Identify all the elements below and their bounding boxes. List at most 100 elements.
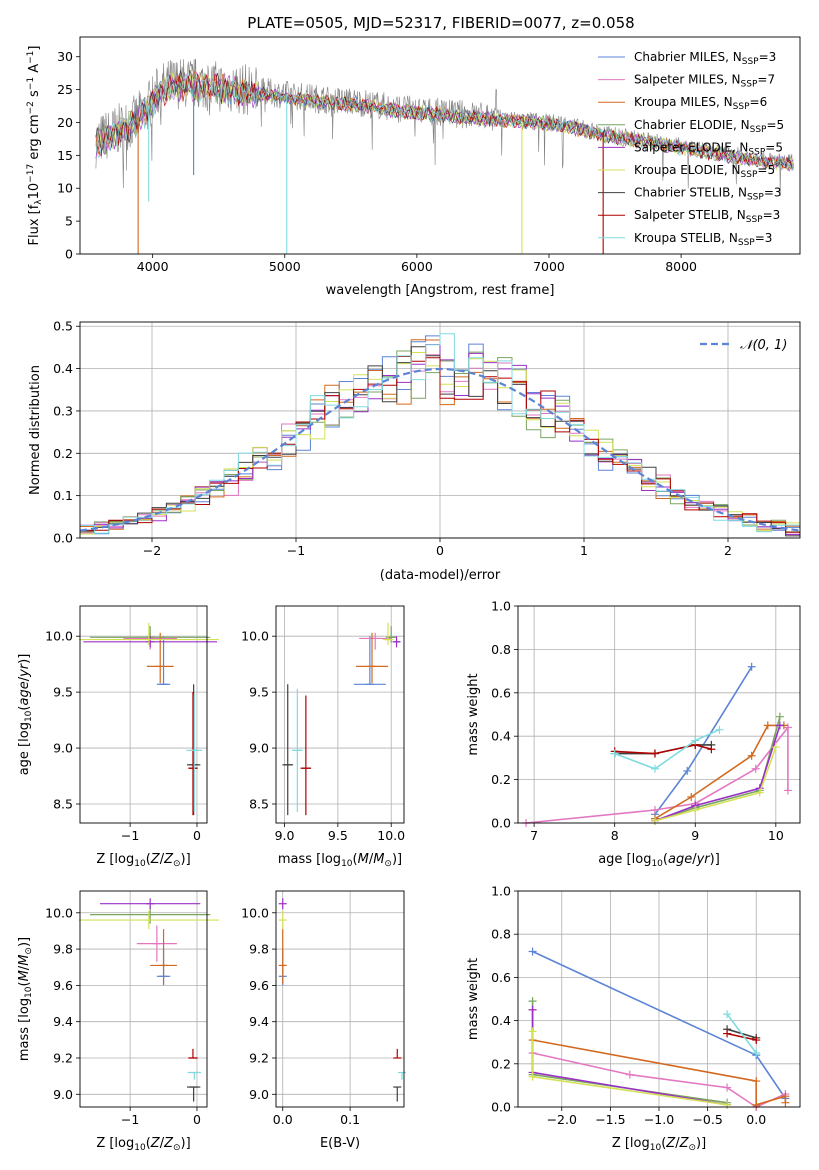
weight-marker — [781, 1098, 790, 1107]
x-tick-label: −1 — [121, 828, 139, 843]
age-vs-mass-panel: 9.0 9.5 10.0 8.5 9.0 9.5 10.0 mass [log10(M/M⊙)… — [241, 605, 405, 869]
figure-title: PLATE=0505, MJD=52317, FIBERID=0077, z=0… — [247, 14, 634, 32]
weight-marker — [715, 725, 724, 734]
weight-marker — [723, 1010, 732, 1019]
y-tick-label: 9.8 — [53, 942, 73, 957]
weight-series-line — [654, 716, 781, 822]
weight-marker — [528, 997, 537, 1006]
weight-marker — [752, 1100, 761, 1109]
y-tick-label: 9.4 — [53, 1014, 73, 1029]
weight-marker — [771, 743, 780, 752]
x-tick-label: 8 — [611, 828, 619, 843]
weight-marker — [775, 712, 784, 721]
y-tick-label: 0.4 — [53, 361, 73, 376]
weight-marker — [707, 745, 716, 754]
axes-frame — [79, 605, 208, 824]
x-tick-label: 1 — [580, 543, 588, 558]
residuals-panel: −2 −1 0 1 2 0.0 0.1 0.2 0.3 0.4 0.5 (data-model)/er… — [28, 319, 801, 583]
x-tick-label: 8000 — [665, 259, 697, 274]
x-axis-label: Z [log10(Z/Z⊙)] — [612, 1136, 706, 1153]
y-tick-label: 0.0 — [491, 816, 511, 831]
y-tick-label: 9.0 — [249, 741, 269, 756]
y-tick-label: 0.2 — [491, 772, 511, 787]
y-tick-label: 8.5 — [249, 796, 269, 811]
x-tick-label: 0 — [436, 543, 444, 558]
weight-marker — [650, 816, 659, 825]
age-vs-Z-panel: −1 0 8.5 9.0 9.5 10.0 Z [log10(Z/Z⊙)] age [log1… — [17, 605, 220, 869]
model-spectrum-line — [95, 71, 794, 170]
x-tick-label: 9.5 — [328, 828, 348, 843]
y-tick-label: 20 — [57, 115, 73, 130]
y-axis-label: mass weight — [466, 958, 481, 1040]
x-tick-label: 10.0 — [377, 828, 405, 843]
residual-histogram — [80, 356, 800, 533]
normal-curve — [79, 367, 801, 532]
model-spectrum-line — [95, 73, 794, 170]
mass-weight-vs-Z-panel: −2.0 −1.5 −1.0 −0.5 0.0 0.0 0.2 0.4 0.6 0.8 1.0 Z [… — [466, 884, 801, 1153]
weight-marker — [752, 1049, 761, 1057]
y-tick-label: 9.4 — [249, 1014, 269, 1029]
legend-label: Chabrier MILES, NSSP=3 — [634, 50, 776, 67]
weight-marker — [747, 662, 756, 671]
weight-marker — [625, 1070, 634, 1079]
x-tick-label: 9 — [691, 828, 699, 843]
weight-marker — [650, 764, 659, 773]
mass-vs-Z-panel: −1 0 9.0 9.2 9.4 9.6 9.8 10.0 Z [log10(Z/Z⊙)] mas… — [17, 890, 220, 1153]
x-tick-label: 7000 — [533, 259, 565, 274]
mass-weight-vs-age-panel: 7 8 9 10 0.0 0.2 0.4 0.6 0.8 1.0 age [log10(age/yr… — [466, 599, 801, 869]
y-tick-label: 0.8 — [491, 927, 511, 942]
spectrum-panel: 4000 5000 6000 7000 8000 0 5 10 15 20 25 30 waveleng… — [26, 36, 801, 298]
y-tick-label: 0.3 — [53, 403, 73, 418]
y-tick-label: 0 — [65, 247, 73, 262]
weight-marker — [752, 1036, 761, 1045]
residual-histogram — [80, 333, 800, 534]
y-tick-label: 0.8 — [491, 642, 511, 657]
legend-label: Chabrier ELODIE, NSSP=5 — [634, 118, 784, 135]
axes-frame — [275, 890, 405, 1108]
y-tick-label: 0.0 — [491, 1100, 511, 1115]
x-tick-label: 0.0 — [746, 1112, 766, 1127]
weight-marker — [528, 1027, 537, 1036]
y-tick-label: 15 — [57, 148, 73, 163]
axes-frame — [79, 890, 208, 1108]
weight-marker — [752, 1077, 761, 1086]
x-tick-label: −1.0 — [644, 1112, 674, 1127]
y-axis-label: mass [log10(M/M⊙)] — [17, 937, 34, 1061]
legend-label: Kroupa STELIB, NSSP=3 — [634, 231, 772, 248]
legend-label: 𝒩(0, 1) — [740, 338, 787, 353]
y-tick-label: 8.5 — [53, 796, 73, 811]
y-axis-label: Flux [fλ10−17 erg cm−2 s−1 A−1] — [26, 46, 44, 246]
weight-marker — [610, 749, 619, 758]
y-tick-label: 1.0 — [491, 599, 511, 614]
weight-marker — [683, 766, 692, 775]
weight-marker — [723, 1029, 732, 1038]
y-axis-label: age [log10(age/yr)] — [17, 654, 34, 776]
weight-marker — [528, 947, 537, 956]
x-axis-label: E(B-V) — [320, 1136, 360, 1151]
x-tick-label: −1.5 — [595, 1112, 625, 1127]
x-tick-label: 0.0 — [273, 1112, 293, 1127]
y-tick-label: 9.2 — [53, 1050, 73, 1065]
weight-series-line — [654, 746, 777, 822]
y-tick-label: 9.5 — [53, 685, 73, 700]
weight-marker — [528, 1072, 537, 1081]
y-tick-label: 0.2 — [491, 1056, 511, 1071]
x-tick-label: 6000 — [401, 259, 433, 274]
y-tick-label: 0.0 — [53, 531, 73, 546]
y-tick-label: 10.0 — [45, 629, 73, 644]
weight-marker — [747, 751, 756, 760]
x-tick-label: 0 — [193, 1112, 201, 1127]
y-tick-label: 0.1 — [53, 488, 73, 503]
mass-vs-EBV-panel: 0.0 0.1 9.0 9.2 9.4 9.6 9.8 10.0 E(B-V) — [241, 890, 406, 1151]
y-axis-label: Normed distribution — [28, 365, 43, 495]
x-tick-label: 4000 — [137, 259, 169, 274]
x-tick-label: −1 — [287, 543, 305, 558]
legend-label: Kroupa ELODIE, NSSP=5 — [634, 163, 775, 180]
x-tick-label: 10 — [768, 828, 784, 843]
y-tick-label: 9.0 — [53, 1087, 73, 1102]
axes-frame — [517, 605, 801, 824]
axes-frame — [79, 321, 801, 539]
weight-series-line — [654, 725, 781, 822]
legend-label: Salpeter STELIB, NSSP=3 — [634, 208, 780, 225]
